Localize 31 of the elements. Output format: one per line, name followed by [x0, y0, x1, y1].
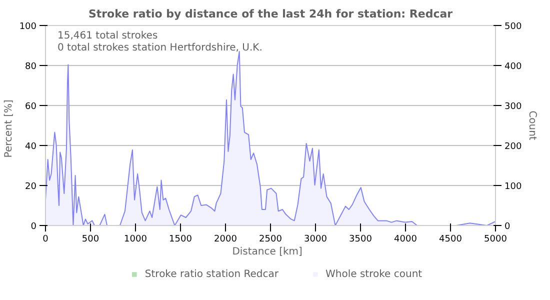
- y-tick-label: 20: [25, 182, 37, 192]
- x-tick-label: 1500: [169, 234, 192, 244]
- y2-tick-label: 500: [504, 22, 522, 32]
- x-tick-label: 0: [42, 234, 49, 244]
- y2-tick-label: 400: [504, 62, 522, 72]
- x-tick-label: 3000: [304, 234, 328, 244]
- x-tick-label: 3500: [349, 234, 372, 244]
- y-axis-title: Percent [%]: [3, 100, 14, 158]
- annotation: 15,461 total strokes: [58, 30, 158, 42]
- x-tick-label: 500: [82, 234, 100, 244]
- y2-tick-label: 300: [504, 102, 522, 112]
- x-tick-label: 1000: [124, 234, 148, 244]
- y-tick-label: 0: [30, 222, 37, 232]
- y2-tick-label: 0: [504, 222, 510, 232]
- x-axis-title: Distance [km]: [232, 246, 303, 258]
- x-tick-label: 4000: [394, 234, 418, 244]
- legend-label: Stroke ratio station Redcar: [144, 268, 279, 280]
- legend-label: Whole stroke count: [326, 268, 422, 280]
- chart-title: Stroke ratio by distance of the last 24h for station: Redcar: [88, 8, 454, 20]
- y2-tick-label: 200: [504, 142, 522, 152]
- y2-tick-label: 100: [504, 182, 522, 192]
- x-tick-label: 2500: [259, 234, 282, 244]
- annotation: 0 total strokes station Hertfordshire, U.K.: [58, 42, 262, 54]
- x-tick-label: 5000: [484, 234, 508, 244]
- y2-axis-title: Count: [526, 110, 538, 140]
- x-tick-label: 4500: [439, 234, 462, 244]
- y-tick-label: 40: [25, 142, 37, 152]
- y-tick-label: 100: [19, 22, 37, 32]
- y-tick-label: 60: [25, 102, 37, 112]
- y-tick-label: 80: [25, 62, 37, 72]
- x-tick-label: 2000: [214, 234, 238, 244]
